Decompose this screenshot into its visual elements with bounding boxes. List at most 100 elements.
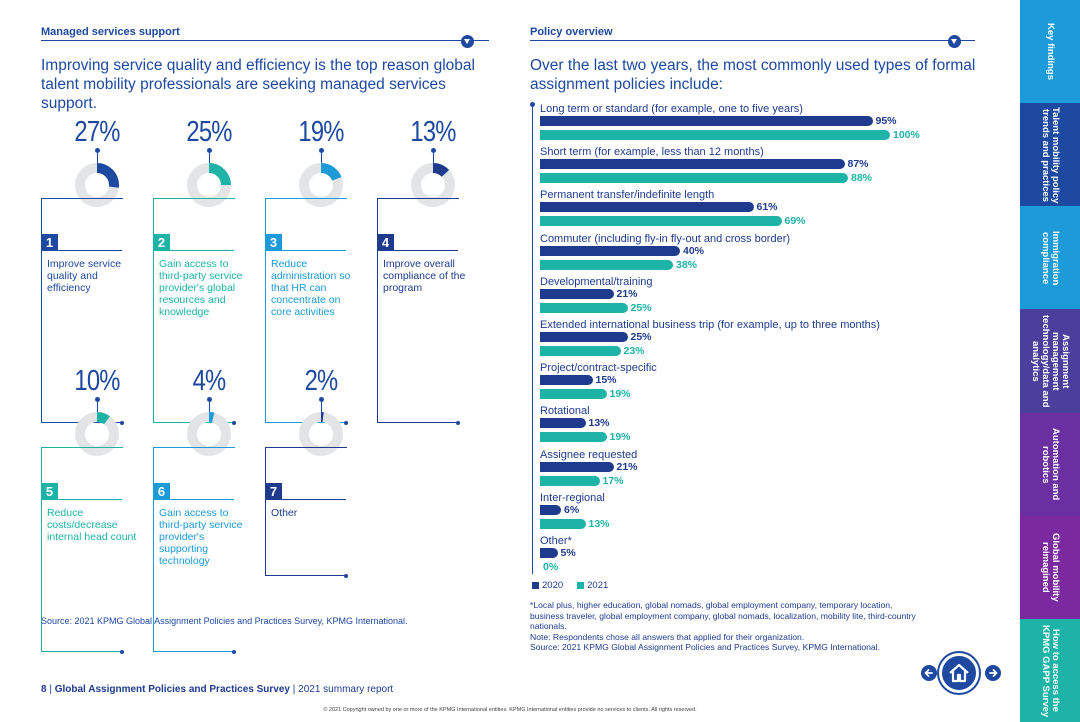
- donut-arc: [299, 163, 343, 207]
- stat-end-dot: [232, 420, 236, 425]
- chart-value-label-2021: 13%: [588, 517, 610, 530]
- section-tabs: Key findings Talent mobility policy trend…: [1020, 0, 1080, 722]
- stat-frame-top: [265, 447, 277, 448]
- chart-category-label: Short term (for example, less than 12 mo…: [540, 146, 764, 159]
- stat-percent: 13%: [410, 116, 456, 148]
- chart-value-label-2020: 40%: [683, 244, 705, 257]
- stat-frame: [41, 447, 123, 448]
- stat-divider: [265, 250, 346, 251]
- stat-number: 3: [265, 234, 282, 251]
- stat-donut: [187, 163, 231, 207]
- stat-connector-dot: [95, 148, 100, 153]
- chart-value-label-2020: 13%: [588, 417, 610, 430]
- tab-automation-and-robotics[interactable]: Automation and robotics: [1020, 412, 1080, 517]
- chart-bar-2020: [540, 548, 558, 558]
- stat-end-dot: [456, 420, 460, 425]
- stat-divider: [41, 250, 122, 251]
- tab-label: Talent mobility policy trends and practi…: [1040, 106, 1061, 204]
- stat-card-7: 2% 7 Other: [265, 365, 377, 605]
- stat-frame-top: [41, 447, 53, 448]
- stat-number: 6: [153, 483, 170, 500]
- stat-number: 7: [265, 483, 282, 500]
- chart-category-label: Rotational: [540, 405, 590, 418]
- copyright-notice: © 2021 Copyright owned by one or more of…: [323, 707, 697, 713]
- stat-number: 2: [153, 234, 170, 251]
- donut-arc: [75, 412, 119, 456]
- chart-bar-2021: [540, 173, 848, 184]
- stat-frame-line: [377, 198, 378, 422]
- stat-percent: 2%: [304, 365, 339, 397]
- stat-frame-line: [265, 198, 266, 422]
- chart-value-label-2020: 95%: [875, 115, 897, 127]
- tab-talent-mobility-policy-trends-and-practices[interactable]: Talent mobility policy trends and practi…: [1020, 103, 1080, 207]
- stat-frame-bottom: [153, 651, 234, 652]
- home-icon: [949, 663, 969, 683]
- stat-card-3: 19% 3 Reduce administration so that HR can…: [265, 116, 377, 425]
- stat-divider: [377, 250, 458, 251]
- chart-value-label-2020: 25%: [630, 331, 652, 343]
- chart-value-label-2021: 19%: [609, 388, 631, 401]
- legend-2021: 2021: [577, 580, 608, 591]
- tab-key-findings[interactable]: Key findings: [1020, 0, 1080, 104]
- stat-connector: [321, 151, 322, 165]
- left-source-note: Source: 2021 KPMG Global Assignment Poli…: [41, 616, 408, 626]
- stat-connector-dot: [95, 397, 100, 402]
- chevron-down-icon[interactable]: [461, 35, 474, 48]
- chart-bar-2020: [540, 504, 561, 515]
- stat-frame: [153, 198, 235, 199]
- stat-percent: 27%: [74, 116, 120, 148]
- stat-label: Other: [271, 507, 298, 519]
- stat-connector-dot: [207, 397, 212, 402]
- stat-divider: [153, 499, 234, 500]
- tab-assignment-management-technology-data-and-analytics[interactable]: Assignment management technology/data an…: [1020, 309, 1080, 414]
- stat-label: Improve service quality and efficiency: [47, 258, 122, 294]
- chart-bar-2020: [540, 332, 628, 342]
- section-title-managed-services: Managed services support: [41, 26, 180, 38]
- stat-frame-bottom: [41, 651, 122, 652]
- tab-global-mobility-reimagined[interactable]: Global mobility reimagined: [1020, 515, 1080, 620]
- stat-label: Reduce administration so that HR can con…: [271, 258, 351, 318]
- tab-how-to-access-the-kpmg-gapp-survey[interactable]: How to access the KPMG GAPP Survey: [1020, 618, 1080, 722]
- chart-bar-2021: [540, 216, 782, 227]
- stat-end-dot: [344, 573, 348, 578]
- stat-connector: [97, 151, 98, 165]
- chart-bar-2020: [540, 375, 593, 386]
- prev-page-button[interactable]: [921, 665, 937, 681]
- chart-bar-2020: [540, 288, 614, 299]
- tab-label: Global mobility reimagined: [1040, 533, 1061, 602]
- tab-immigration-compliance[interactable]: Immigration compliance: [1020, 206, 1080, 310]
- chart-value-label-2020: 21%: [616, 287, 638, 300]
- chart-bar-2020: [540, 461, 614, 472]
- stat-number: 4: [377, 234, 394, 251]
- chart-bar-2021: [540, 302, 628, 313]
- chart-bar-2020: [540, 418, 586, 429]
- stat-divider: [41, 499, 122, 500]
- chart-category-label: Commuter (including fly-in fly-out and c…: [540, 232, 791, 245]
- stat-frame: [265, 447, 347, 448]
- next-page-button[interactable]: [985, 665, 1001, 681]
- chart-bar-2021: [540, 130, 890, 140]
- chart-axis: [532, 106, 533, 574]
- chart-bar-2021: [540, 475, 600, 486]
- chart-value-label-2021: 38%: [676, 258, 698, 271]
- home-button[interactable]: [939, 653, 979, 693]
- stat-connector: [433, 151, 434, 165]
- stat-card-1: 27% 1 Improve service quality and efficien…: [41, 116, 153, 425]
- section-divider: [530, 40, 975, 41]
- stat-end-dot: [344, 420, 348, 425]
- tab-label: Automation and robotics: [1040, 428, 1061, 501]
- tab-label: Assignment management technology/data an…: [1030, 315, 1071, 408]
- chart-value-label-2020: 21%: [616, 460, 638, 473]
- chart-value-label-2021: 0%: [543, 561, 559, 573]
- chart-category-label: Inter-regional: [540, 491, 605, 504]
- stat-connector: [321, 400, 322, 414]
- stat-frame-line: [153, 198, 154, 422]
- chevron-down-icon[interactable]: [948, 35, 961, 48]
- stat-connector-dot: [207, 148, 212, 153]
- stat-frame-top: [265, 198, 277, 199]
- chart-value-label-2021: 17%: [602, 474, 624, 487]
- chart-bar-2020: [540, 245, 680, 256]
- arrow-left-icon: [924, 669, 933, 677]
- stat-donut: [299, 412, 343, 456]
- donut-arc: [187, 163, 231, 207]
